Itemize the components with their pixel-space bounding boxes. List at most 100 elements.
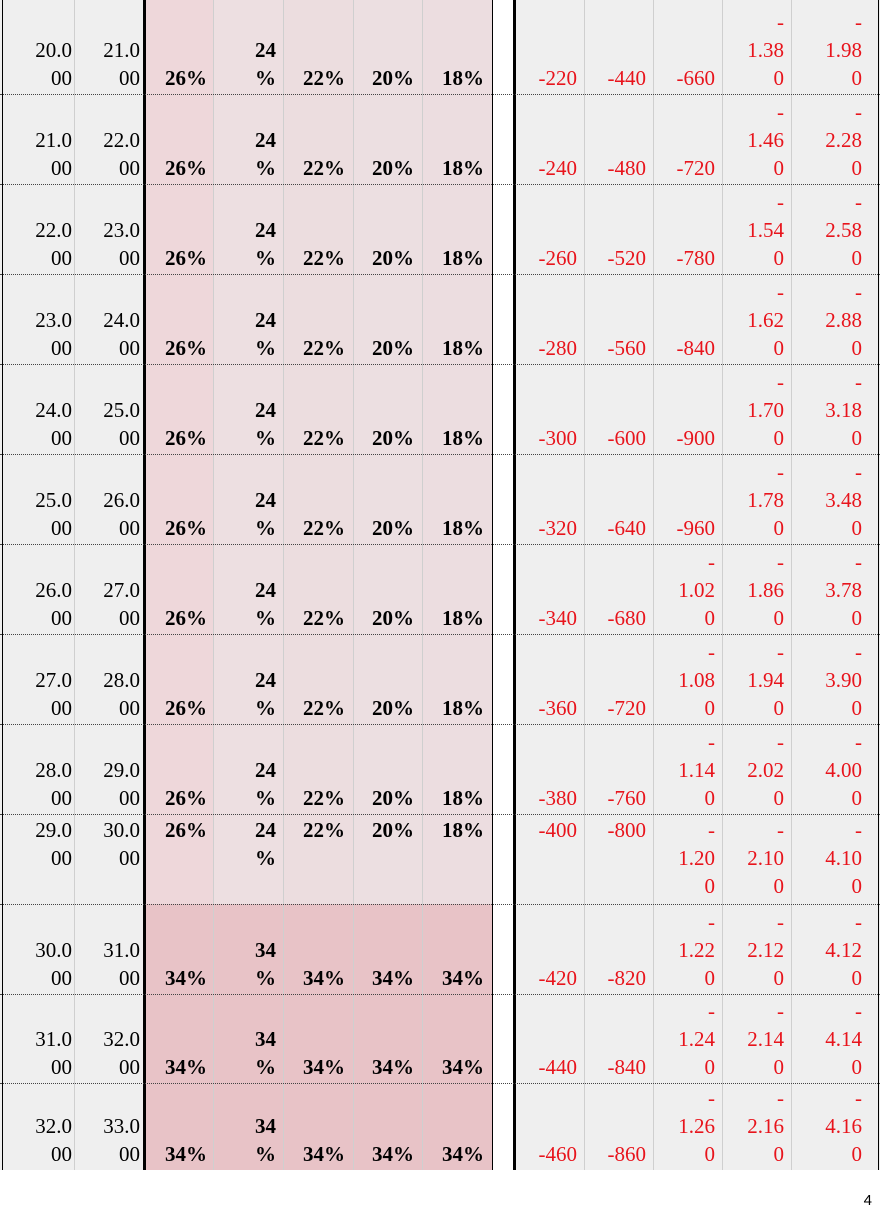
cell-p3: 34% — [303, 1055, 345, 1079]
cell-r1: -240 — [538, 156, 578, 180]
cell-r3: - 1.08 0 — [678, 640, 715, 720]
cell-c2: 27.0 00 — [103, 578, 140, 630]
cell-p3: 34% — [303, 966, 345, 990]
cell-p2: 24 % — [255, 578, 276, 630]
cell-r5: - 2.58 0 — [825, 190, 862, 270]
column-divider — [584, 0, 585, 1170]
cell-p5: 34% — [442, 1055, 484, 1079]
cell-c2: 23.0 00 — [103, 218, 140, 270]
cell-p1: 34% — [165, 1142, 207, 1166]
cell-p1: 26% — [165, 156, 207, 180]
cell-r5: - 3.90 0 — [825, 640, 862, 720]
cell-c1: 32.0 00 — [35, 1114, 72, 1166]
cell-r3: - 1.22 0 — [678, 910, 715, 990]
cell-r4: - 2.02 0 — [747, 730, 784, 810]
left-panel-bg — [0, 0, 144, 1170]
cell-c2: 28.0 00 — [103, 668, 140, 720]
cell-p3: 22% — [303, 786, 345, 810]
cell-r4: - 2.16 0 — [747, 1086, 784, 1166]
column-rule — [492, 0, 493, 1170]
cell-p2: 24 % — [255, 818, 276, 870]
cell-r5: - 3.78 0 — [825, 550, 862, 630]
cell-c2: 29.0 00 — [103, 758, 140, 810]
cell-p3: 22% — [303, 606, 345, 630]
cell-p1: 34% — [165, 966, 207, 990]
cell-p3: 22% — [303, 336, 345, 360]
cell-r2: -840 — [607, 1055, 647, 1079]
cell-r4: - 2.10 0 — [747, 818, 784, 898]
cell-p4: 34% — [372, 1142, 414, 1166]
cell-p1: 26% — [165, 516, 207, 540]
cell-c2: 22.0 00 — [103, 128, 140, 180]
cell-r3: - 1.26 0 — [678, 1086, 715, 1166]
cell-r2: -480 — [607, 156, 647, 180]
column-rule — [513, 0, 516, 1170]
cell-r4: - 1.54 0 — [747, 190, 784, 270]
cell-c2: 31.0 00 — [103, 938, 140, 990]
cell-r5: - 4.14 0 — [825, 999, 862, 1079]
cell-r4: - 1.62 0 — [747, 280, 784, 360]
cell-r5: - 2.88 0 — [825, 280, 862, 360]
cell-p5: 18% — [442, 426, 484, 450]
cell-c1: 29.0 00 — [35, 818, 72, 870]
cell-r3: - 1.02 0 — [678, 550, 715, 630]
cell-r2: -860 — [607, 1142, 647, 1166]
cell-r5: - 4.00 0 — [825, 730, 862, 810]
right-panel-bg — [514, 0, 880, 1170]
column-rule — [143, 0, 146, 1170]
cell-c1: 24.0 00 — [35, 398, 72, 450]
cell-p2: 24 % — [255, 668, 276, 720]
cell-p2: 24 % — [255, 128, 276, 180]
cell-p4: 20% — [372, 818, 414, 842]
cell-p4: 20% — [372, 426, 414, 450]
cell-r2: -800 — [607, 818, 647, 842]
cell-r2: -520 — [607, 246, 647, 270]
cell-r1: -420 — [538, 966, 578, 990]
cell-c2: 32.0 00 — [103, 1027, 140, 1079]
cell-c2: 25.0 00 — [103, 398, 140, 450]
cell-c2: 24.0 00 — [103, 308, 140, 360]
cell-p5: 18% — [442, 696, 484, 720]
cell-r3: -780 — [676, 246, 716, 270]
cell-r1: -380 — [538, 786, 578, 810]
cell-p2: 24 % — [255, 308, 276, 360]
cell-p4: 20% — [372, 246, 414, 270]
cell-p2: 24 % — [255, 398, 276, 450]
column-rule — [878, 0, 879, 1170]
cell-p2: 34 % — [255, 1027, 276, 1079]
cell-p3: 22% — [303, 156, 345, 180]
cell-r2: -640 — [607, 516, 647, 540]
cell-r4: - 1.86 0 — [747, 550, 784, 630]
row-separator — [0, 544, 880, 545]
cell-r4: - 1.78 0 — [747, 460, 784, 540]
cell-r1: -260 — [538, 246, 578, 270]
cell-p2: 24 % — [255, 218, 276, 270]
cell-c2: 26.0 00 — [103, 488, 140, 540]
cell-r3: -840 — [676, 336, 716, 360]
cell-r1: -440 — [538, 1055, 578, 1079]
cell-r2: -760 — [607, 786, 647, 810]
pct-band-bg — [283, 0, 353, 904]
cell-r3: -720 — [676, 156, 716, 180]
row-separator — [0, 634, 880, 635]
cell-c1: 22.0 00 — [35, 218, 72, 270]
cell-r2: -600 — [607, 426, 647, 450]
cell-p3: 22% — [303, 516, 345, 540]
cell-c1: 28.0 00 — [35, 758, 72, 810]
cell-r2: -560 — [607, 336, 647, 360]
column-divider — [353, 0, 354, 1170]
cell-p1: 26% — [165, 246, 207, 270]
cell-r5: - 3.18 0 — [825, 370, 862, 450]
cell-r1: -460 — [538, 1142, 578, 1166]
cell-c1: 31.0 00 — [35, 1027, 72, 1079]
cell-p5: 18% — [442, 606, 484, 630]
cell-p5: 18% — [442, 336, 484, 360]
cell-p5: 34% — [442, 966, 484, 990]
cell-c1: 27.0 00 — [35, 668, 72, 720]
cell-r2: -820 — [607, 966, 647, 990]
cell-c1: 26.0 00 — [35, 578, 72, 630]
cell-r2: -680 — [607, 606, 647, 630]
cell-p5: 18% — [442, 818, 484, 842]
cell-r3: -660 — [676, 66, 716, 90]
